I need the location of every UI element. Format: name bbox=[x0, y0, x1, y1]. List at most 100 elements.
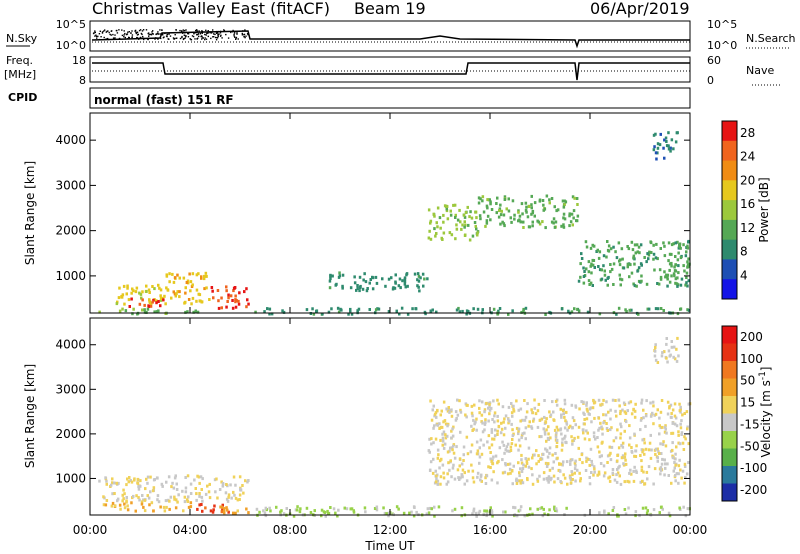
velocity-cell bbox=[574, 479, 577, 483]
power-cell bbox=[481, 195, 485, 199]
time-axis-label: Time UT bbox=[364, 539, 415, 553]
velocity-cell bbox=[164, 499, 168, 503]
velocity-cell bbox=[211, 510, 215, 514]
velocity-cell bbox=[569, 424, 572, 428]
nsky-point bbox=[217, 34, 219, 37]
power-cell bbox=[563, 217, 567, 221]
velocity-cell bbox=[654, 358, 658, 362]
velocity-cell bbox=[115, 481, 118, 485]
velocity-cell bbox=[499, 431, 503, 435]
velocity-cell bbox=[629, 400, 633, 404]
power-cell bbox=[161, 296, 165, 300]
power-cell bbox=[485, 204, 489, 208]
power-cell bbox=[610, 267, 614, 271]
velocity-cell bbox=[520, 461, 524, 465]
velocity-cell bbox=[345, 507, 349, 511]
velocity-cell bbox=[521, 481, 525, 485]
power-colorbar-tick-label: 12 bbox=[740, 221, 755, 235]
velocity-cell bbox=[574, 463, 577, 467]
velocity-cell bbox=[531, 453, 535, 457]
nsky-point bbox=[125, 33, 128, 36]
velocity-cell bbox=[146, 481, 149, 485]
velocity-cell bbox=[642, 448, 645, 452]
velocity-cell bbox=[679, 426, 683, 430]
power-colorbar-tick-label: 16 bbox=[740, 197, 755, 211]
velocity-cell bbox=[598, 426, 601, 430]
velocity-cell bbox=[653, 413, 656, 417]
velocity-cell bbox=[479, 478, 482, 482]
velocity-cell bbox=[592, 401, 596, 405]
velocity-cell bbox=[546, 436, 550, 440]
velocity-cell bbox=[643, 452, 646, 456]
nsky-point bbox=[151, 31, 153, 33]
velocity-cell bbox=[553, 418, 556, 422]
velocity-cell bbox=[501, 471, 505, 475]
velocity-cell bbox=[668, 514, 672, 518]
velocity-cell bbox=[563, 415, 566, 419]
velocity-cell bbox=[113, 504, 117, 508]
velocity-cell bbox=[490, 430, 494, 434]
power-cell bbox=[463, 220, 466, 224]
velocity-cell bbox=[605, 422, 608, 425]
velocity-cell bbox=[449, 446, 452, 450]
velocity-cell bbox=[542, 471, 546, 475]
velocity-cell bbox=[221, 482, 225, 485]
velocity-cell bbox=[455, 417, 458, 420]
velocity-cell bbox=[439, 475, 443, 479]
velocity-cell bbox=[332, 507, 336, 511]
power-cell bbox=[531, 220, 534, 224]
velocity-cell bbox=[479, 438, 483, 442]
velocity-cell bbox=[562, 412, 565, 416]
nsky-point bbox=[235, 36, 238, 39]
nsky-point bbox=[192, 35, 195, 38]
velocity-cell bbox=[571, 458, 574, 462]
velocity-cell bbox=[195, 498, 198, 502]
velocity-cell bbox=[247, 511, 250, 515]
velocity-cell bbox=[677, 354, 680, 358]
velocity-cell bbox=[221, 508, 224, 512]
power-cell bbox=[197, 272, 200, 276]
velocity-cell bbox=[111, 481, 114, 485]
power-cell bbox=[588, 283, 591, 286]
nsky-point bbox=[165, 35, 168, 37]
velocity-cell bbox=[433, 505, 436, 509]
velocity-cell bbox=[537, 459, 540, 463]
power-cell bbox=[153, 310, 156, 314]
velocity-cell bbox=[607, 476, 610, 480]
power-cell bbox=[488, 198, 491, 202]
velocity-cell bbox=[501, 405, 505, 409]
velocity-cell bbox=[680, 419, 683, 423]
velocity-cell bbox=[630, 472, 633, 476]
power-cell bbox=[164, 302, 167, 306]
velocity-cell bbox=[160, 482, 164, 486]
power-cell bbox=[517, 210, 520, 214]
power-cell bbox=[639, 243, 643, 247]
velocity-cell bbox=[585, 401, 588, 405]
velocity-cell bbox=[298, 510, 302, 514]
power-cell bbox=[361, 287, 365, 291]
velocity-cell bbox=[624, 420, 628, 424]
velocity-cell bbox=[470, 404, 474, 408]
power-cell bbox=[231, 306, 235, 310]
velocity-cell bbox=[646, 477, 649, 481]
velocity-cell bbox=[643, 482, 647, 486]
power-cell bbox=[341, 284, 344, 288]
velocity-cell bbox=[507, 417, 510, 421]
velocity-cell bbox=[174, 506, 178, 510]
velocity-cell bbox=[571, 426, 574, 430]
velocity-cell bbox=[195, 492, 198, 496]
velocity-cell bbox=[654, 452, 657, 456]
power-cell bbox=[132, 307, 135, 311]
nsky-point bbox=[98, 38, 101, 41]
power-cell bbox=[612, 283, 615, 286]
power-cell bbox=[450, 233, 454, 237]
velocity-cell bbox=[233, 493, 236, 497]
velocity-cell bbox=[657, 450, 660, 454]
power-cell bbox=[445, 209, 449, 213]
velocity-cell bbox=[545, 448, 549, 452]
power-cell bbox=[575, 197, 579, 200]
power-cell bbox=[685, 276, 688, 279]
nsky-point bbox=[245, 35, 247, 37]
nsky-point bbox=[150, 34, 153, 36]
velocity-cell bbox=[201, 477, 204, 481]
